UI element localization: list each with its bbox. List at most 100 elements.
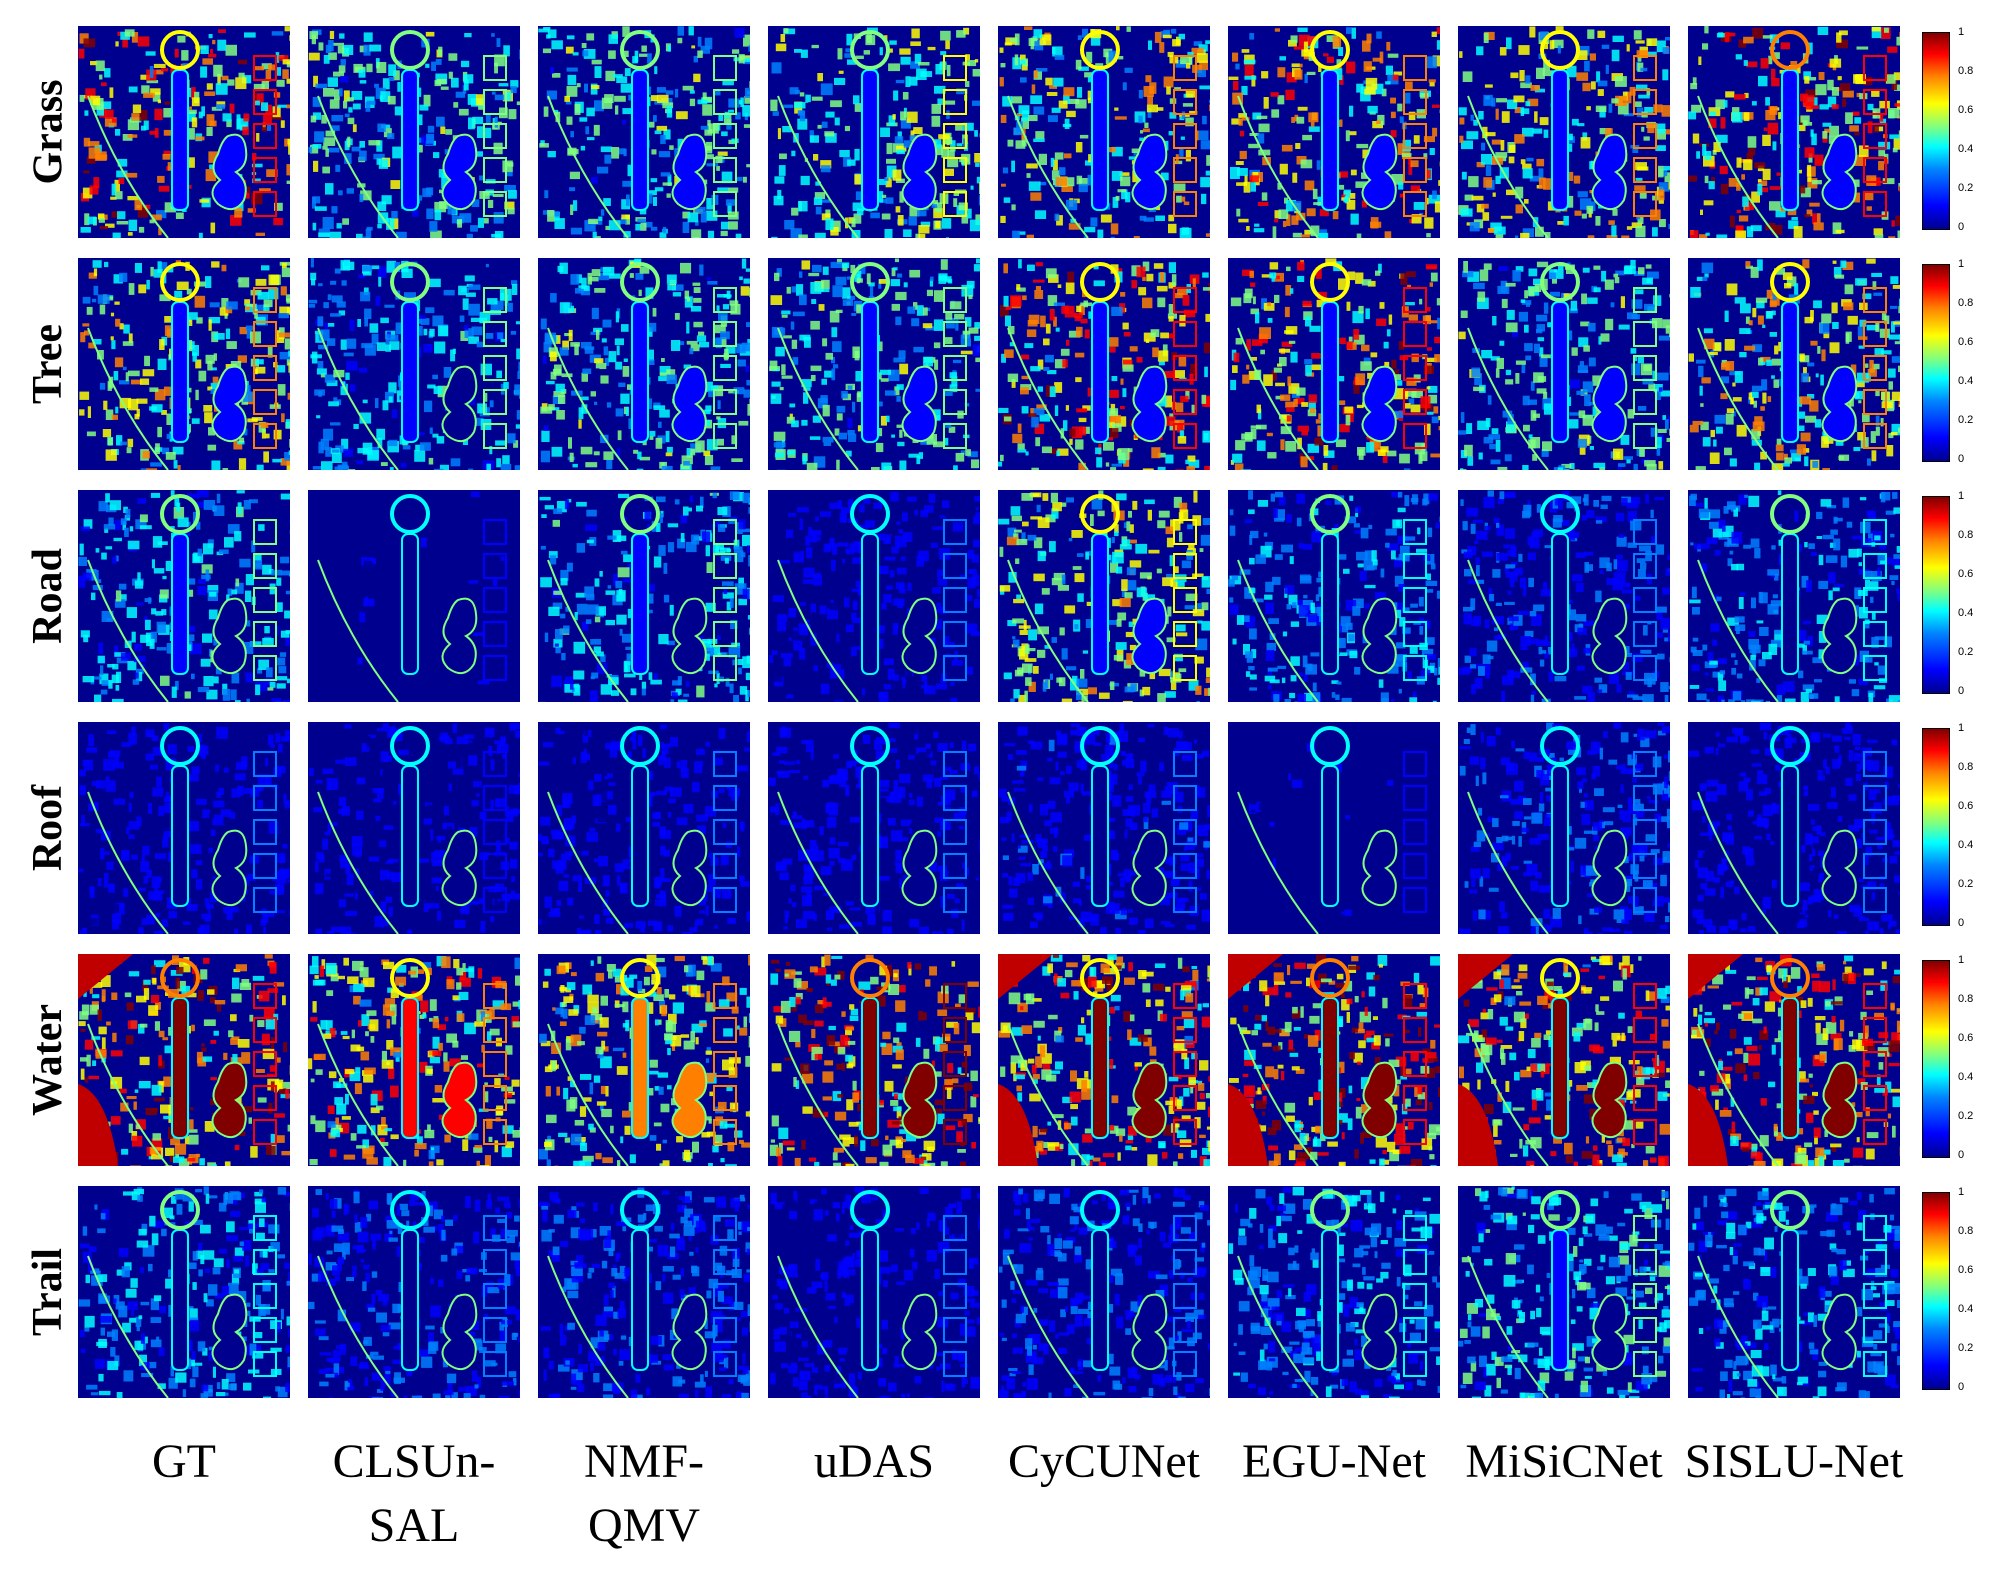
abundance-map: [1688, 722, 1900, 934]
abundance-map: [1458, 722, 1670, 934]
abundance-map: [78, 954, 290, 1166]
abundance-map: [538, 258, 750, 470]
abundance-map: [538, 954, 750, 1166]
abundance-map: [308, 26, 520, 238]
abundance-map-image: [1688, 722, 1900, 934]
column-label-line: EGU-Net: [1242, 1435, 1426, 1488]
abundance-map-image: [78, 26, 290, 238]
colorbar-tick-label: 0.6: [1958, 800, 1974, 812]
column-label: EGU-Net: [1218, 1430, 1450, 1494]
colorbar: 1 0.8 0.6 0.4 0.2 0: [1918, 258, 1998, 470]
abundance-map-image: [308, 490, 520, 702]
abundance-map-image: [538, 954, 750, 1166]
colorbar-tick-label: 0.4: [1958, 1303, 1974, 1315]
colorbar-gradient: [1922, 1192, 1950, 1390]
row-label: Roof: [8, 722, 88, 934]
abundance-map-image: [78, 954, 290, 1166]
abundance-map-image: [78, 490, 290, 702]
row-label-text: Water: [25, 1004, 72, 1116]
abundance-map-image: [1458, 258, 1670, 470]
abundance-map: [308, 258, 520, 470]
abundance-map: [768, 490, 980, 702]
column-label-line: SISLU-Net: [1684, 1435, 1904, 1488]
column-label-line: GT: [152, 1435, 216, 1488]
abundance-map: [998, 954, 1210, 1166]
abundance-map-image: [538, 26, 750, 238]
column-label: NMF- QMV: [528, 1430, 760, 1558]
colorbar-tick-label: 0: [1958, 685, 1965, 697]
abundance-map: [308, 490, 520, 702]
abundance-map: [308, 722, 520, 934]
column-label-line: QMV: [587, 1499, 700, 1552]
colorbar-tick-label: 1: [1958, 258, 1965, 270]
row-label: Water: [8, 954, 88, 1166]
abundance-map-image: [1228, 490, 1440, 702]
abundance-map: [768, 954, 980, 1166]
colorbar-gradient: [1922, 496, 1950, 694]
abundance-map-image: [1458, 722, 1670, 934]
abundance-map-image: [1228, 954, 1440, 1166]
abundance-map: [998, 26, 1210, 238]
abundance-map: [1688, 954, 1900, 1166]
abundance-map: [1458, 26, 1670, 238]
abundance-map: [308, 954, 520, 1166]
abundance-map-image: [538, 722, 750, 934]
abundance-map-image: [1458, 26, 1670, 238]
column-label: GT: [68, 1430, 300, 1494]
row-label-text: Tree: [25, 323, 71, 405]
colorbar-gradient: [1922, 32, 1950, 230]
abundance-map: [1228, 26, 1440, 238]
abundance-map: [768, 258, 980, 470]
row-label: Road: [8, 490, 88, 702]
abundance-map: [1688, 490, 1900, 702]
abundance-map: [1228, 490, 1440, 702]
colorbar-tick-label: 0.8: [1958, 297, 1974, 309]
colorbar-tick-label: 0.8: [1958, 1225, 1974, 1237]
abundance-map-image: [768, 490, 980, 702]
column-label-line: NMF-: [583, 1435, 705, 1488]
column-label-line: CLSUn-: [332, 1435, 496, 1488]
column-label: MiSiCNet: [1448, 1430, 1680, 1494]
column-label-line: uDAS: [813, 1435, 935, 1488]
abundance-map-image: [1688, 1186, 1900, 1398]
abundance-map-image: [308, 954, 520, 1166]
colorbar-tick-label: 0.6: [1958, 336, 1974, 348]
abundance-map: [998, 490, 1210, 702]
abundance-map: [78, 258, 290, 470]
abundance-map: [998, 722, 1210, 934]
column-label-line: CyCUNet: [1008, 1435, 1200, 1488]
abundance-map-image: [538, 258, 750, 470]
abundance-map: [538, 490, 750, 702]
abundance-map: [1458, 954, 1670, 1166]
abundance-map-image: [998, 954, 1210, 1166]
abundance-map-image: [308, 258, 520, 470]
abundance-map-image: [538, 1186, 750, 1398]
abundance-map-image: [78, 722, 290, 934]
abundance-map-image: [1458, 954, 1670, 1166]
colorbar-tick-label: 0.2: [1958, 1110, 1974, 1122]
abundance-map: [1458, 490, 1670, 702]
colorbar-tick-label: 0.2: [1958, 878, 1974, 890]
abundance-map-image: [308, 26, 520, 238]
row-label: Tree: [8, 258, 88, 470]
abundance-map: [1458, 1186, 1670, 1398]
colorbar-gradient: [1922, 960, 1950, 1158]
colorbar-tick-label: 1: [1958, 954, 1965, 966]
abundance-map-image: [1688, 954, 1900, 1166]
abundance-map: [538, 722, 750, 934]
abundance-map-image: [1458, 1186, 1670, 1398]
abundance-map-image: [998, 26, 1210, 238]
colorbar-gradient: [1922, 728, 1950, 926]
abundance-map: [308, 1186, 520, 1398]
abundance-map-image: [998, 1186, 1210, 1398]
abundance-map-image: [998, 258, 1210, 470]
abundance-map: [78, 1186, 290, 1398]
colorbar-tick-label: 0.2: [1958, 414, 1974, 426]
colorbar-tick-label: 0.4: [1958, 839, 1974, 851]
abundance-map-image: [768, 26, 980, 238]
colorbar-tick-label: 0.4: [1958, 1071, 1974, 1083]
abundance-map-image: [1688, 258, 1900, 470]
abundance-map: [1688, 26, 1900, 238]
abundance-map: [538, 1186, 750, 1398]
